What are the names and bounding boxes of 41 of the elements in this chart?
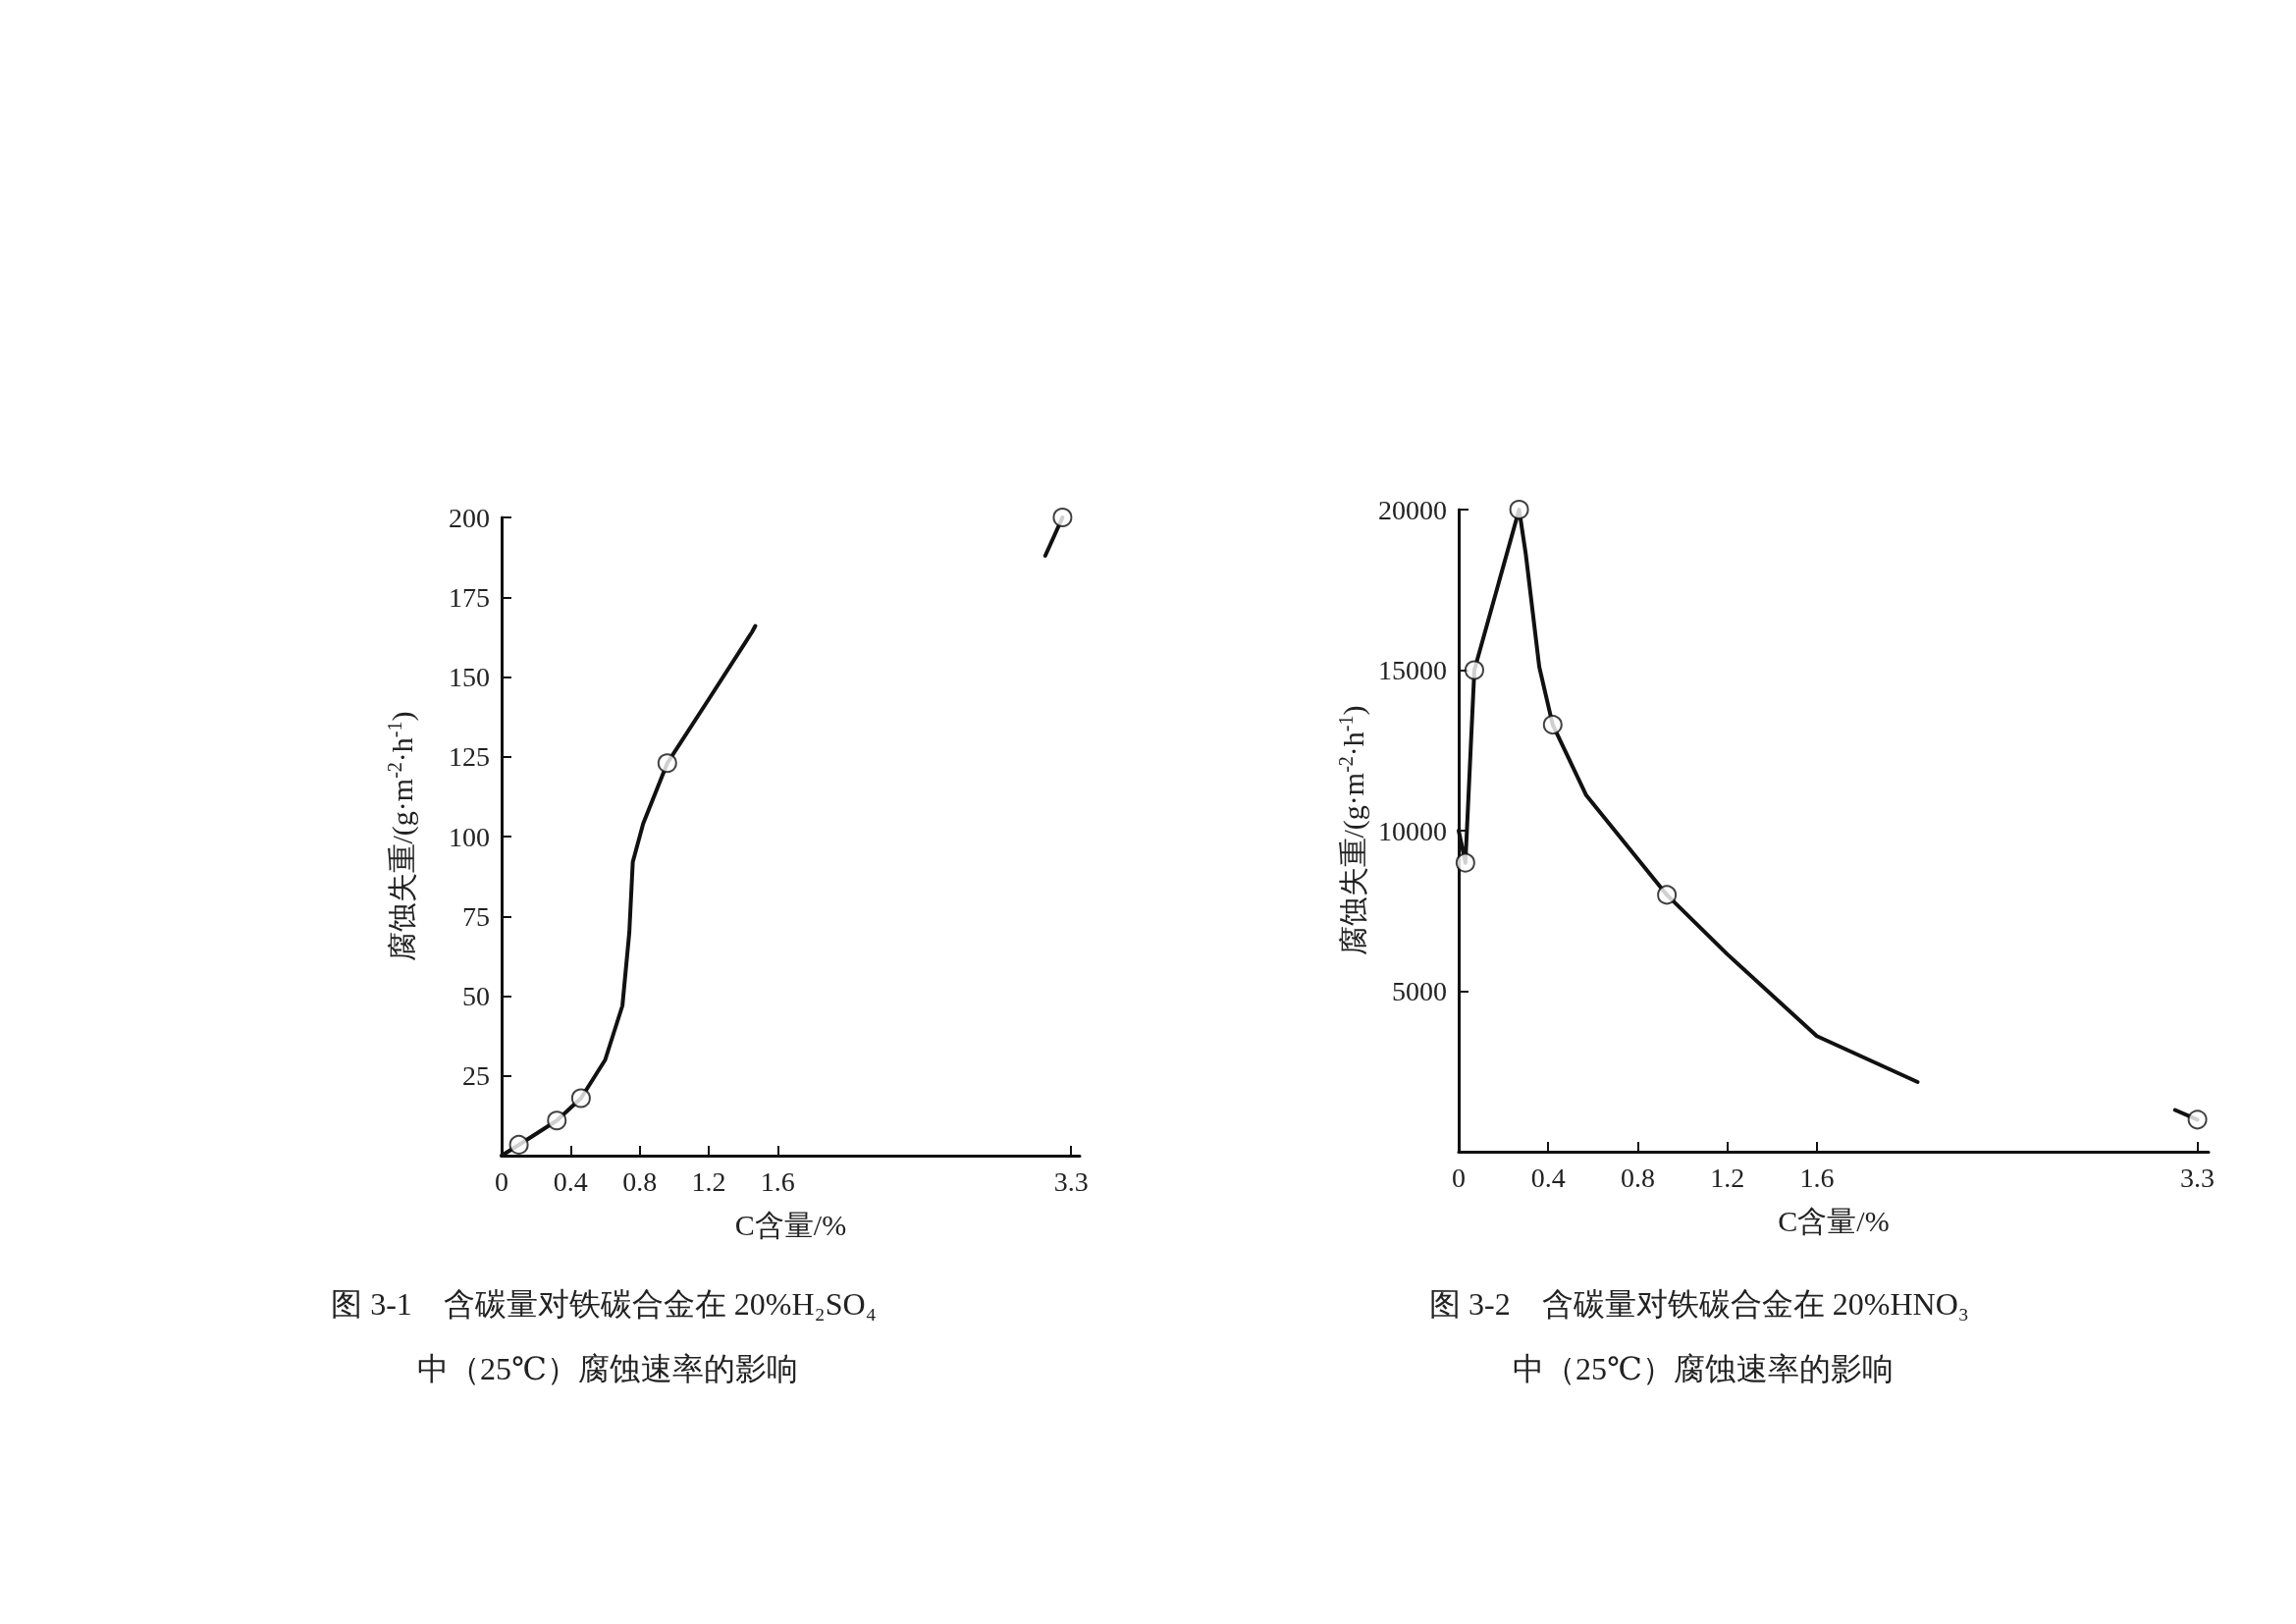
x-axis-title: C含量/% (734, 1208, 847, 1241)
point (1657, 885, 1678, 905)
x-tick-label: 1.6 (1799, 1162, 1835, 1193)
x-tick-label: 0.8 (1620, 1162, 1655, 1193)
x-axis-title: C含量/% (1778, 1204, 1890, 1237)
x-tick-label: 0.8 (622, 1165, 658, 1197)
x-tick-label: 3.3 (1053, 1165, 1089, 1197)
point (1052, 508, 1073, 527)
y-tick-label: 125 (449, 741, 490, 773)
y-tick-label: 10000 (1378, 815, 1447, 846)
y-tick-label: 150 (449, 662, 490, 692)
y-tick-label: 5000 (1392, 976, 1447, 1006)
point (570, 1088, 591, 1109)
y-tick-label: 50 (462, 981, 490, 1011)
y-axis-title: 腐蚀失重/(g·m-2·h-1) (384, 711, 419, 962)
point (547, 1110, 567, 1131)
x-tick-label: 1.2 (1710, 1162, 1745, 1193)
point (1542, 715, 1563, 735)
point (508, 1134, 529, 1155)
point (1509, 500, 1529, 519)
x-tick-label: 0 (1452, 1162, 1466, 1193)
x-tick-label: 3.3 (2180, 1162, 2216, 1193)
y-tick-label: 75 (462, 900, 490, 932)
point (2187, 1110, 2208, 1130)
x-tick-label: 0 (495, 1165, 508, 1197)
y-axis-title: 腐蚀失重/(g·m-2·h-1) (1335, 705, 1370, 956)
y-tick-label: 25 (462, 1060, 490, 1092)
y-tick-label: 20000 (1378, 494, 1447, 525)
point (1455, 852, 1475, 873)
x-tick-label: 0.4 (553, 1165, 588, 1197)
x-tick-label: 1.6 (760, 1165, 795, 1197)
x-tick-label: 0.4 (1530, 1162, 1566, 1193)
point (657, 753, 677, 774)
y-tick-label: 200 (449, 502, 490, 533)
point (1464, 660, 1484, 680)
text: 图 3-1 含碳量对铁碳合金在 20%H₂SO₄ 中（25℃）腐蚀速率的影响 (331, 1286, 877, 1386)
y-tick-label: 100 (449, 821, 490, 852)
y-tick-label: 15000 (1378, 655, 1447, 685)
text: 图 3-2 含碳量对铁碳合金在 20%HNO₃ 中（25℃）腐蚀速率的影响 (1429, 1286, 1977, 1386)
y-tick-label: 175 (449, 581, 490, 613)
x-tick-label: 1.2 (691, 1165, 726, 1197)
